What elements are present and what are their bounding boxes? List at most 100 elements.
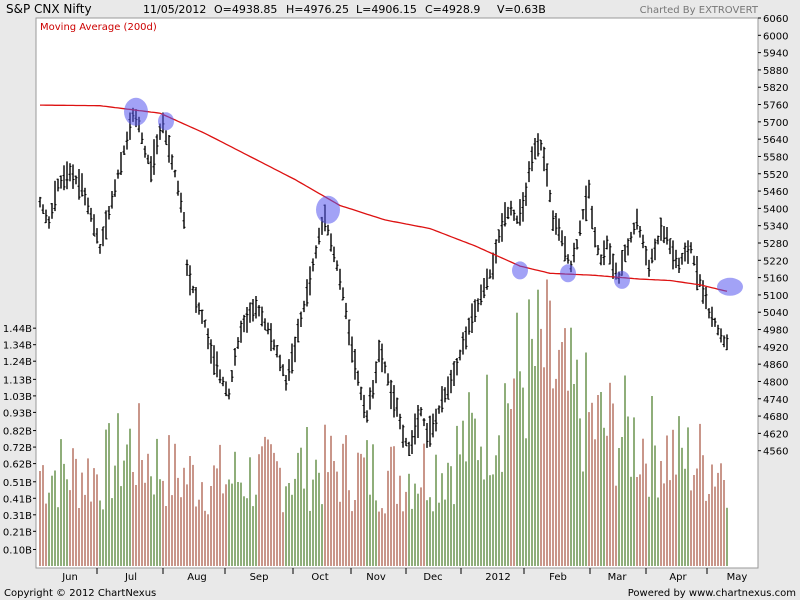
price-bar: [431, 413, 435, 438]
volume-bar: [597, 395, 599, 566]
volume-bar: [603, 427, 605, 566]
volume-bar: [486, 374, 488, 566]
price-bar: [392, 385, 396, 418]
volume-bar: [453, 504, 455, 566]
volume-bar: [618, 448, 620, 566]
price-bar: [629, 231, 633, 243]
volume-bar: [669, 480, 671, 566]
volume-bar: [285, 486, 287, 566]
time-tick-label: Nov: [366, 572, 386, 583]
price-tick-label: 5820: [763, 83, 788, 94]
price-bar: [314, 245, 318, 259]
volume-bar: [375, 500, 377, 566]
volume-tick-label: 1.24B: [3, 357, 32, 368]
volume-bar: [633, 417, 635, 566]
price-bar: [584, 185, 588, 222]
price-bar: [248, 302, 252, 323]
header-open: O=4938.85: [214, 3, 277, 16]
price-bar: [578, 220, 582, 236]
time-tick-label: Aug: [187, 572, 207, 583]
price-bar: [305, 279, 309, 307]
price-bar: [542, 146, 546, 172]
time-tick-label: May: [727, 572, 748, 583]
price-bar: [674, 249, 678, 269]
time-tick-label: 2012: [485, 572, 510, 583]
price-bar: [326, 224, 330, 236]
volume-bar: [195, 506, 197, 566]
price-bar: [671, 240, 675, 270]
price-bar: [413, 413, 417, 445]
volume-bar: [567, 390, 569, 566]
volume-bar: [351, 511, 353, 566]
volume-bar: [435, 454, 437, 566]
price-bar: [587, 179, 591, 199]
volume-bars-group: [39, 279, 728, 566]
volume-bar: [219, 444, 221, 566]
price-bar: [179, 192, 183, 213]
price-bar: [53, 180, 57, 212]
price-bar: [227, 388, 231, 400]
price-bar: [608, 243, 612, 265]
volume-bar: [714, 486, 716, 566]
price-bar: [236, 337, 240, 349]
price-bar: [224, 381, 228, 397]
volume-bar: [357, 452, 359, 566]
volume-bar: [339, 501, 341, 566]
volume-bar: [291, 494, 293, 566]
volume-bar: [555, 378, 557, 566]
volume-bar: [213, 465, 215, 566]
volume-bar: [102, 509, 104, 566]
price-bar: [455, 358, 459, 376]
volume-bar: [564, 328, 566, 566]
price-bar: [419, 407, 423, 417]
price-bar: [650, 248, 654, 264]
price-bar: [473, 299, 477, 322]
price-bar: [440, 386, 444, 413]
volume-bar: [642, 438, 644, 566]
price-tick-label: 5460: [763, 187, 788, 198]
price-bar: [152, 139, 156, 175]
price-bar: [398, 413, 402, 430]
price-bar: [437, 405, 441, 414]
volume-bar: [186, 484, 188, 566]
volume-bar: [405, 491, 407, 566]
volume-bar: [174, 443, 176, 566]
price-bar: [575, 239, 579, 250]
volume-tick-label: 0.21B: [3, 527, 32, 538]
price-bar: [245, 307, 249, 333]
price-bar: [215, 351, 219, 378]
price-bar: [317, 227, 321, 245]
price-bar: [653, 238, 657, 261]
price-bar: [332, 246, 336, 263]
volume-bar: [726, 507, 728, 566]
chart-title: S&P CNX Nifty: [6, 2, 92, 16]
volume-bar: [381, 508, 383, 566]
price-bar: [92, 214, 96, 237]
volume-bar: [444, 499, 446, 566]
volume-bar: [591, 402, 593, 566]
volume-bar: [246, 498, 248, 566]
price-bar: [266, 322, 270, 335]
volume-bar: [495, 455, 497, 566]
price-bar: [41, 204, 45, 214]
price-bar: [494, 239, 498, 264]
volume-bar: [390, 446, 392, 566]
price-bar: [605, 235, 609, 250]
volume-bar: [528, 299, 530, 566]
price-bar: [302, 300, 306, 313]
volume-bar: [234, 451, 236, 566]
volume-bar: [414, 483, 416, 566]
volume-bar: [426, 500, 428, 566]
price-bar: [167, 135, 171, 163]
volume-bar: [594, 439, 596, 566]
volume-bar: [654, 445, 656, 566]
volume-bar: [609, 382, 611, 566]
volume-bar: [552, 388, 554, 566]
price-bar: [203, 319, 207, 328]
price-axis: 4560 4620 4680 4740 4800 4860 4920 4980 5040 5100…: [758, 14, 788, 458]
price-bar: [677, 257, 681, 273]
volume-bar: [639, 474, 641, 566]
price-bar: [428, 415, 432, 447]
price-bar: [599, 254, 603, 266]
price-bar: [641, 234, 645, 249]
